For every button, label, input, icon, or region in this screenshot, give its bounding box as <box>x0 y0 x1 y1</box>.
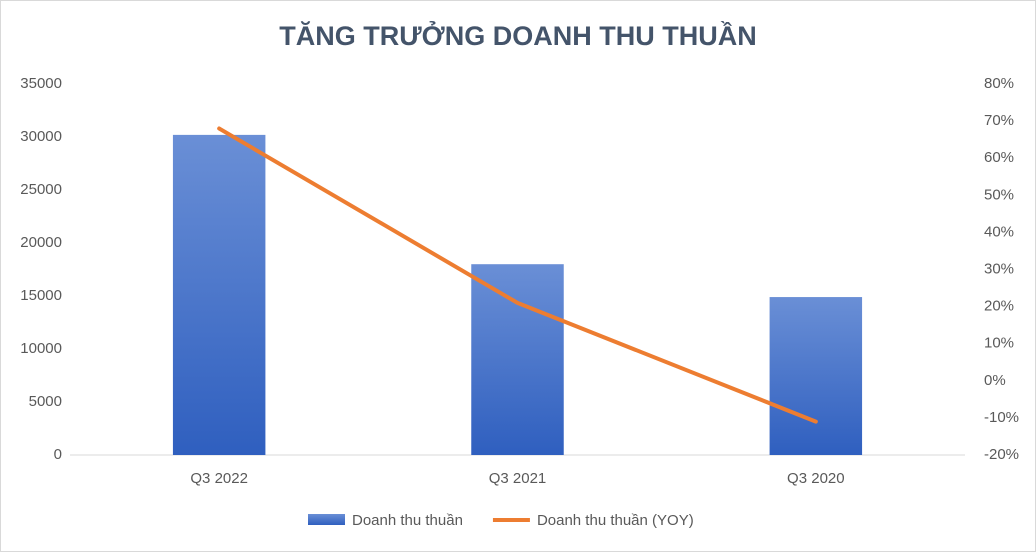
line <box>217 126 818 424</box>
y-tick-label: 0 <box>54 446 62 463</box>
y-tick-label: 10000 <box>20 340 62 357</box>
y2-tick-label: 10% <box>984 335 1014 352</box>
y2-tick-label: 30% <box>984 260 1014 277</box>
y2-tick-label: -20% <box>984 446 1019 463</box>
x-tick-label: Q3 2020 <box>787 470 845 487</box>
legend-label: Doanh thu thuần <box>352 512 463 529</box>
y2-tick-label: 80% <box>984 75 1014 92</box>
y-tick-label: 20000 <box>20 234 62 251</box>
chart-title: TĂNG TRƯỞNG DOANH THU THUẦN <box>279 19 756 51</box>
y2-tick-label: 60% <box>984 149 1014 166</box>
y-tick-label: 25000 <box>20 181 62 198</box>
y2-tick-label: -10% <box>984 409 1019 426</box>
y2-tick-label: 40% <box>984 223 1014 240</box>
legend-label: Doanh thu thuần (YOY) <box>537 512 694 529</box>
y-tick-label: 30000 <box>20 128 62 145</box>
y2-tick-label: 0% <box>984 372 1006 389</box>
y-tick-label: 15000 <box>20 287 62 304</box>
bar <box>172 134 266 455</box>
y2-tick-label: 70% <box>984 112 1014 129</box>
y-tick-label: 35000 <box>20 75 62 92</box>
y2-tick-label: 20% <box>984 298 1014 315</box>
bar <box>471 264 564 455</box>
y-tick-label: 5000 <box>29 393 62 410</box>
bar <box>769 297 863 455</box>
y2-tick-label: 50% <box>984 186 1014 203</box>
x-tick-label: Q3 2022 <box>190 470 248 487</box>
legend-swatch <box>308 514 345 525</box>
x-tick-label: Q3 2021 <box>489 470 547 487</box>
